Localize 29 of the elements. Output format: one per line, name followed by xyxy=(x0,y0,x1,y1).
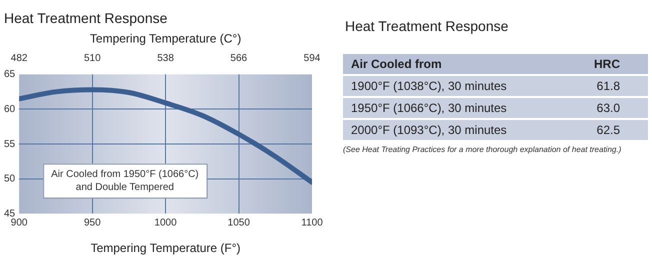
text: Heat Treatment Response xyxy=(345,18,510,34)
x-tick-label: 1050 xyxy=(228,217,250,228)
chart-title: Heat Treatment Response xyxy=(4,10,168,26)
x2-tick-label: 510 xyxy=(84,53,102,64)
text: 61.8 xyxy=(596,79,620,93)
annotation: Air Cooled from 1950°F (1066°C) and Double Tempered xyxy=(51,168,199,193)
text: 63.0 xyxy=(596,101,620,115)
x2-tick-label: 538 xyxy=(157,53,174,64)
x2-tick-label: 594 xyxy=(304,53,321,64)
text: HRC xyxy=(567,54,648,74)
x-tick-label: 1000 xyxy=(154,217,178,228)
y-tick-label: 50 xyxy=(4,174,16,185)
y-tick-label: 55 xyxy=(4,138,16,150)
x-tick-label: 1100 xyxy=(301,217,324,228)
x2-tick-label: 566 xyxy=(230,53,248,64)
y-tick-label: 45 xyxy=(4,208,16,220)
category-label: 1900°F (1038°C), 30 minutes xyxy=(343,76,568,96)
text: Air Cooled from xyxy=(343,54,568,74)
x2-tick-label: 482 xyxy=(10,53,28,64)
category-label: 2000°F (1093°C), 30 minutes xyxy=(343,120,568,140)
y-tick-label: 60 xyxy=(4,104,16,115)
x2-axis-title: Tempering Temperature (C°) xyxy=(90,32,242,46)
text: 62.5 xyxy=(596,123,620,137)
y-tick-label: 65 xyxy=(4,69,16,80)
category-label: 1950°F (1066°C), 30 minutes xyxy=(343,98,568,118)
x-tick-label: 900 xyxy=(10,217,28,228)
x-axis-title: Tempering Temperature (F°) xyxy=(90,241,241,256)
x-tick-label: 950 xyxy=(84,217,102,228)
text: (See Heat Treating Practices for a more thorough explanation of heat treating.) xyxy=(343,145,622,154)
